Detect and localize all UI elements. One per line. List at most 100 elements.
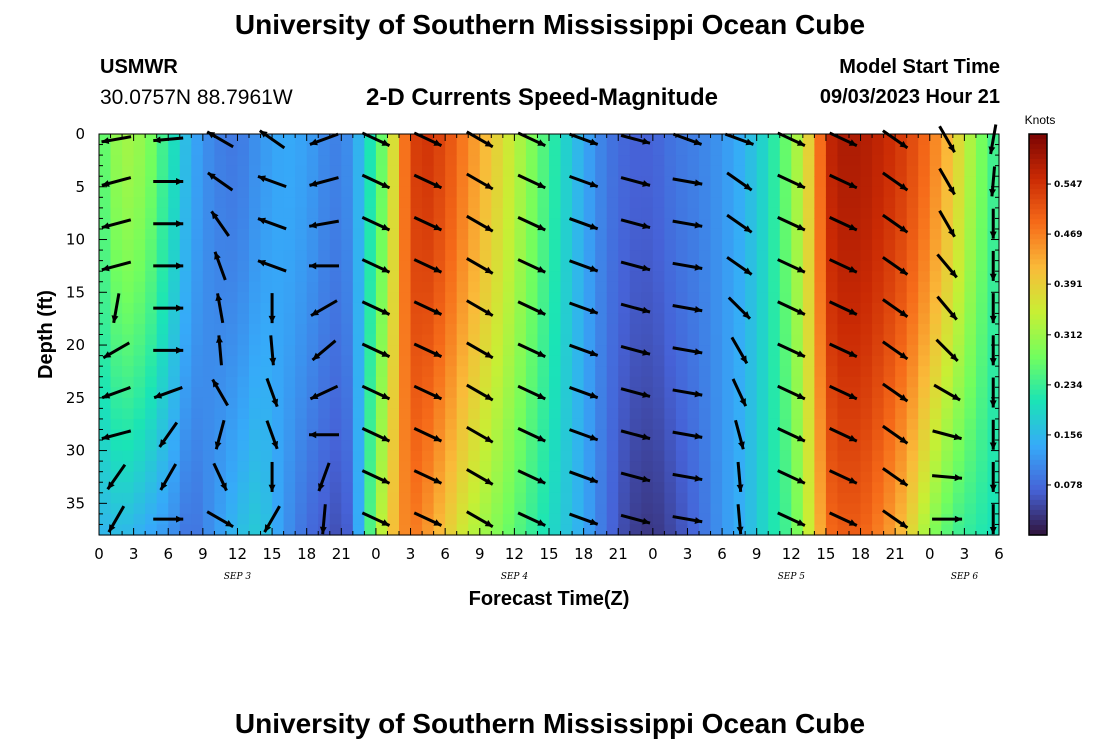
heat-cell — [618, 440, 631, 452]
heat-cell — [825, 387, 839, 399]
heat-cell — [952, 271, 965, 283]
heat-cell — [352, 207, 365, 220]
heat-cell — [295, 207, 308, 220]
heat-cell — [572, 492, 585, 504]
heat-cell — [745, 155, 758, 167]
colorbar-segment — [1029, 159, 1047, 165]
heat-cell — [341, 165, 354, 177]
heat-cell — [641, 345, 654, 357]
colorbar-segment — [1029, 174, 1047, 180]
heat-cell — [491, 482, 504, 494]
heat-cell — [756, 387, 769, 399]
heat-cell — [445, 281, 458, 293]
heat-cell — [295, 144, 308, 156]
heat-cell — [975, 397, 989, 409]
heat-cell — [618, 292, 631, 304]
heat-cell — [537, 250, 550, 262]
heat-cell — [756, 144, 769, 156]
heat-cell — [422, 271, 435, 283]
heat-cell — [387, 461, 400, 473]
heat-cell — [272, 366, 285, 378]
heat-cell — [883, 292, 896, 304]
heat-cell — [133, 165, 146, 177]
heat-cell — [237, 345, 250, 357]
current-vector — [829, 511, 858, 527]
heat-cell — [664, 450, 677, 462]
heat-cell — [387, 366, 400, 378]
heat-cell — [849, 186, 862, 198]
heat-cell — [964, 503, 977, 515]
heat-cell — [537, 134, 550, 146]
model-start-value: 09/03/2023 Hour 21 — [819, 86, 1000, 108]
heat-cell — [318, 228, 331, 241]
colorbar-segment — [1029, 424, 1047, 431]
heat-cell — [618, 345, 631, 357]
heat-cell — [699, 492, 712, 504]
heat-cell — [583, 144, 596, 156]
heat-cell — [629, 461, 642, 473]
heat-cell — [352, 281, 365, 293]
heat-cell — [918, 176, 931, 188]
heat-cell — [260, 292, 273, 304]
heat-cell — [629, 482, 642, 494]
heat-cell — [572, 155, 585, 167]
heat-cell — [849, 471, 862, 483]
heat-cell — [225, 345, 239, 357]
heat-cell — [352, 355, 365, 367]
heat-cell — [122, 302, 135, 314]
heat-cell — [364, 302, 377, 314]
current-vector — [517, 300, 546, 316]
heat-cell — [502, 228, 515, 241]
heat-cell — [202, 471, 215, 483]
heat-cell — [756, 228, 769, 241]
heat-cell — [964, 207, 977, 220]
current-vector — [206, 510, 234, 528]
heat-cell — [975, 323, 989, 336]
heat-cell — [802, 186, 815, 198]
heat-cell — [456, 513, 469, 526]
heat-cell — [641, 239, 654, 251]
heat-cell — [952, 281, 965, 293]
heat-cell — [491, 260, 504, 272]
heat-cell — [906, 186, 919, 198]
heat-cell — [837, 461, 850, 473]
heat-cell — [341, 513, 354, 526]
heat-cell — [952, 239, 965, 251]
heat-cell — [179, 471, 192, 483]
heat-cell — [791, 313, 804, 325]
heat-cell — [883, 482, 896, 494]
heat-cell — [675, 366, 689, 378]
heat-cell — [837, 228, 850, 241]
heat-cell — [652, 482, 665, 494]
heat-cell — [145, 461, 158, 473]
heat-cell — [687, 250, 700, 262]
heat-cell — [352, 134, 365, 146]
heat-cell — [895, 429, 908, 441]
heat-cell — [249, 281, 262, 293]
heat-cell — [295, 471, 308, 483]
heat-cell — [272, 207, 285, 220]
heat-cell — [975, 513, 989, 526]
heat-cell — [872, 440, 885, 452]
heat-cell — [306, 197, 319, 209]
heat-cell — [306, 524, 319, 536]
heat-cell — [364, 260, 377, 272]
heat-cell — [560, 323, 573, 336]
heat-cell — [514, 323, 527, 336]
current-vector — [724, 132, 754, 146]
heat-cell — [433, 218, 446, 230]
day-label: SEP 5 — [778, 572, 806, 582]
heat-cell — [410, 524, 423, 536]
heat-cell — [906, 207, 919, 220]
heat-cell — [318, 366, 331, 378]
heat-cell — [641, 155, 654, 167]
heat-cell — [537, 313, 550, 325]
heat-cell — [675, 134, 689, 146]
heat-cell — [445, 345, 458, 357]
heat-cell — [549, 397, 562, 409]
heat-cell — [618, 492, 631, 504]
heat-cell — [202, 450, 215, 462]
current-vector — [672, 388, 703, 398]
heat-cell — [872, 176, 885, 188]
heat-cell — [837, 144, 850, 156]
